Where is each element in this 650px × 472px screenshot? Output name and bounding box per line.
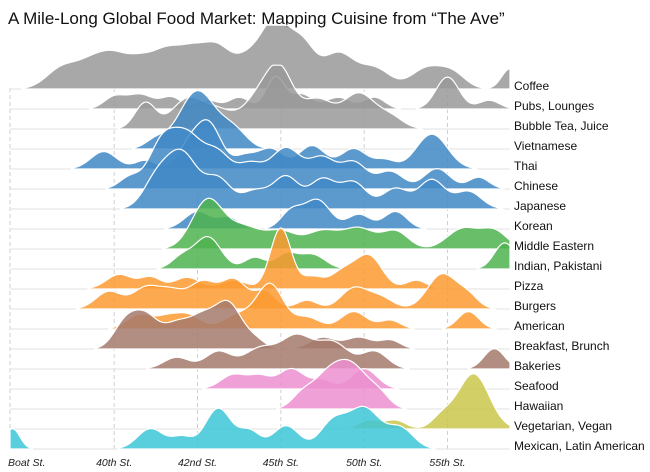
ridge-middle-eastern <box>161 197 511 250</box>
ridge-bakeries <box>146 333 511 370</box>
row-label: Middle Eastern <box>514 239 594 253</box>
ridge-layer <box>9 24 511 450</box>
row-label: Vegetarian, Vegan <box>514 419 612 433</box>
ridge-hawaiian <box>276 358 408 410</box>
ridge-pizza <box>87 227 442 290</box>
row-label: Bubble Tea, Juice <box>514 119 609 133</box>
ridge-japanese <box>120 148 505 210</box>
row-label-layer: Coffee Pubs, Lounges Bubble Tea, Juice Viet… <box>514 79 645 453</box>
row-label: Pizza <box>514 279 544 293</box>
row-label: American <box>514 319 565 333</box>
ridge-coffee <box>21 24 511 90</box>
x-tick-label: 42nd St. <box>178 457 217 469</box>
ridge-indian-pakistani <box>156 235 511 270</box>
row-label: Seafood <box>514 379 559 393</box>
x-tick-label: Boat St. <box>8 457 45 469</box>
row-label: Indian, Pakistani <box>514 259 602 273</box>
row-label: Chinese <box>514 179 558 193</box>
x-tick-label: 40th St. <box>96 457 132 469</box>
row-label: Korean <box>514 219 553 233</box>
ridge-mexican-latin-american <box>9 405 437 450</box>
row-label: Breakfast, Brunch <box>514 339 609 353</box>
row-label: Coffee <box>514 79 549 93</box>
row-label: Thai <box>514 159 537 173</box>
x-tick-label: 45th St. <box>263 457 299 469</box>
row-label: Bakeries <box>514 359 561 373</box>
x-tick-label: 55th St. <box>429 457 465 469</box>
row-label: Pubs, Lounges <box>514 99 594 113</box>
row-label: Hawaiian <box>514 399 563 413</box>
row-label: Burgers <box>514 299 556 313</box>
row-label: Japanese <box>514 199 566 213</box>
chart-title: A Mile-Long Global Food Market: Mapping … <box>8 9 505 28</box>
row-label: Mexican, Latin American <box>514 439 645 453</box>
x-tick-layer: Boat St. 40th St. 42nd St. 45th St. 50th St.… <box>8 457 466 469</box>
row-label: Vietnamese <box>514 139 577 153</box>
x-tick-label: 50th St. <box>346 457 382 469</box>
